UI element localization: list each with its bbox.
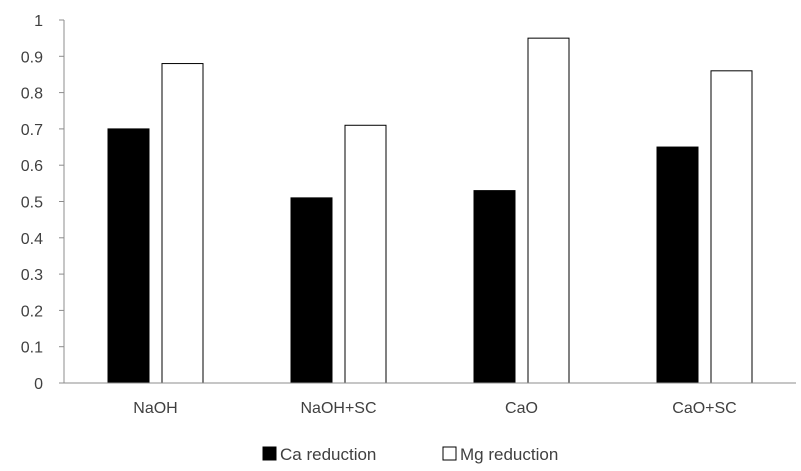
- y-tick-label: 0.2: [21, 303, 43, 320]
- x-category-label: CaO+SC: [672, 400, 736, 417]
- bar-mg-reduction-cao: [527, 37, 570, 384]
- bar-ca-reduction-cao-plus-sc: [656, 146, 699, 384]
- legend-swatch: [442, 446, 457, 461]
- y-tick-label: 1: [34, 13, 43, 30]
- legend: Ca reduction Mg reduction: [262, 445, 558, 464]
- legend-label: Ca reduction: [280, 445, 376, 464]
- y-tick-label: 0.6: [21, 158, 43, 175]
- bar-mg-reduction-naoh-plus-sc: [344, 124, 387, 384]
- legend-swatch: [262, 446, 277, 461]
- x-category-label: NaOH+SC: [300, 400, 376, 417]
- bar-mg-reduction-cao-plus-sc: [710, 70, 753, 384]
- x-category-label: CaO: [505, 400, 538, 417]
- y-tick-label: 0.1: [21, 340, 43, 357]
- y-tick-label: 0: [34, 376, 43, 393]
- bars: [107, 37, 753, 384]
- bar-mg-reduction-naoh: [161, 63, 204, 384]
- bar-ca-reduction-naoh: [107, 128, 150, 384]
- x-axis: NaOH NaOH+SC CaO CaO+SC: [64, 382, 796, 417]
- y-tick-label: 0.9: [21, 49, 43, 66]
- y-tick-label: 0.7: [21, 122, 43, 139]
- x-category-label: NaOH: [133, 400, 177, 417]
- y-tick-label: 0.3: [21, 267, 43, 284]
- y-tick-label: 0.4: [21, 231, 43, 248]
- legend-label: Mg reduction: [460, 445, 558, 464]
- y-axis: 0 0.1 0.2 0.3 0.4 0.5 0.6 0.7 0.8 0.9 1: [21, 13, 65, 393]
- y-tick-label: 0.8: [21, 86, 43, 103]
- bar-ca-reduction-naoh-plus-sc: [290, 197, 333, 384]
- y-tick-label: 0.5: [21, 195, 43, 212]
- bar-ca-reduction-cao: [473, 190, 516, 384]
